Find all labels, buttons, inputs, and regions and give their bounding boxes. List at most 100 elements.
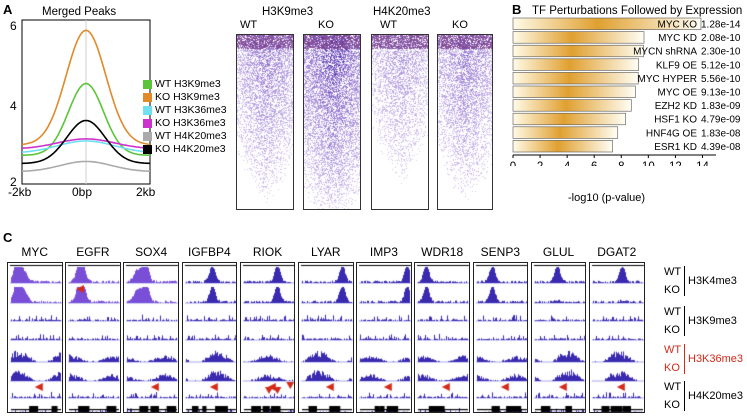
bar — [512, 31, 645, 44]
legend-swatch — [143, 79, 152, 89]
gene-name-sox4: SOX4 — [135, 245, 168, 259]
panel-b-label: B — [512, 2, 522, 17]
panel-c-label: C — [3, 230, 13, 245]
bar-category-label: MYCN shRNA — [633, 47, 697, 58]
gene-name-riok: RIOK — [252, 245, 283, 259]
track-panel-myc — [7, 262, 63, 413]
x-tick-label: 8 — [618, 161, 624, 166]
legend-entry: WT H4K20me3 — [143, 130, 227, 142]
heatmap-title-h3k9me3: H3K9me3 — [262, 6, 314, 18]
group-mark-label-h4k20me3: H4K20me3 — [688, 390, 744, 402]
x-tick-label: 10 — [642, 161, 655, 166]
group-bracket — [684, 306, 688, 336]
legend-entry: KO H3K9me3 — [143, 91, 220, 103]
gene-name-imp3: IMP3 — [369, 245, 398, 259]
profile-curve — [22, 82, 150, 156]
group-ko-label: KO — [664, 284, 680, 296]
legend-label: KO H4K20me3 — [155, 143, 226, 155]
heatmap-title-h4k20me3: H4K20me3 — [373, 6, 431, 18]
heatmap-h3k9me3-wt — [236, 34, 294, 210]
legend-label: WT H3K9me3 — [155, 78, 221, 90]
legend-entry: KO H4K20me3 — [143, 143, 226, 155]
profile-title: Merged Peaks — [42, 6, 117, 18]
legend-swatch — [143, 144, 152, 154]
profile-curve — [22, 160, 150, 172]
profile-curve — [21, 29, 151, 146]
heatmap-h4k20me3-ko — [437, 34, 493, 210]
x-tick-label: 14 — [696, 161, 709, 166]
bar — [512, 72, 639, 85]
x-tick-label: 6 — [591, 161, 597, 166]
x-tick-center: 0bp — [72, 185, 92, 199]
legend-swatch — [143, 131, 152, 141]
gene-name-glul: GLUL — [542, 245, 575, 259]
legend-swatch — [143, 105, 152, 115]
x-tick-label: 4 — [564, 161, 571, 166]
heatmap-wt-label: WT — [240, 19, 258, 31]
bar — [512, 140, 613, 153]
bar-pvalue-label: 1.83e-09 — [701, 101, 741, 112]
x-tick-right: 2kb — [136, 185, 156, 199]
gene-name-lyar: LYAR — [310, 245, 341, 259]
panel-a-label: A — [3, 2, 13, 17]
x-axis-label: -log10 (p-value) — [568, 192, 646, 204]
track-panel-wdr18 — [414, 262, 470, 413]
heatmap-h3k9me3-ko — [303, 34, 361, 210]
bar — [512, 126, 619, 139]
group-wt-label: WT — [664, 266, 682, 278]
profile-curve — [21, 140, 151, 153]
y-tick-2: 2 — [10, 175, 17, 189]
heatmap-wt-label: WT — [380, 19, 398, 31]
y-tick-6: 6 — [10, 19, 17, 33]
bar-pvalue-label: 5.56e-10 — [701, 74, 741, 85]
bar-chart-area: MYC KO 1.28e-14 MYC KD 2.08e-10 MYCN shRNA 2.… — [510, 16, 747, 166]
x-tick-label: 2 — [537, 161, 543, 166]
legend-swatch — [143, 92, 152, 102]
group-wt-label: WT — [664, 381, 682, 393]
gene-name-myc: MYC — [21, 245, 49, 259]
heatmap-ko-label: KO — [452, 19, 468, 31]
bar-pvalue-label: 4.39e-08 — [701, 142, 741, 153]
legend-entry: WT H3K36me3 — [143, 104, 227, 116]
legend-label: KO H3K9me3 — [155, 91, 220, 103]
bar-category-label: MYC OE — [658, 88, 698, 99]
bar — [512, 85, 636, 98]
track-panel-senp3 — [472, 262, 529, 413]
heatmap-h4k20me3-wt — [371, 34, 429, 210]
legend-swatch — [143, 118, 152, 128]
group-bracket — [684, 381, 688, 411]
gene-name-igfbp4: IGFBP4 — [188, 245, 231, 259]
bar-category-label: EZH2 KD — [655, 101, 697, 112]
group-bracket — [684, 266, 688, 296]
group-bracket — [684, 344, 688, 374]
bar-pvalue-label: 5.12e-10 — [701, 60, 741, 71]
gene-name-senp3: SENP3 — [480, 245, 521, 259]
bar-pvalue-label: 4.79e-09 — [701, 115, 741, 126]
bar-category-label: HSF1 KO — [654, 115, 697, 126]
bar — [512, 17, 702, 30]
profile-legend: WT H3K9me3 KO H3K9me3 WT H3K36me3 KO H3K… — [143, 78, 233, 168]
profile-curve — [21, 138, 151, 150]
x-tick-left: -2kb — [8, 185, 32, 199]
bar-category-label: MYC HYPER — [638, 74, 697, 85]
x-tick-label: 0 — [510, 161, 516, 166]
gene-name-wdr18: WDR18 — [421, 245, 464, 259]
profile-curve — [22, 119, 150, 165]
legend-label: KO H3K36me3 — [155, 117, 226, 129]
x-tick-label: 12 — [669, 161, 682, 166]
y-tick-4: 4 — [10, 99, 17, 113]
track-panel-egfr — [65, 262, 121, 413]
group-wt-label: WT — [664, 344, 682, 356]
bar-chart: MYC KO 1.28e-14 MYC KD 2.08e-10 MYCN shRNA 2.… — [510, 17, 741, 166]
track-panel-dgat2 — [589, 262, 645, 413]
track-panel-lyar — [298, 262, 354, 413]
track-panel-sox4 — [123, 262, 179, 413]
group-ko-label: KO — [664, 399, 680, 411]
bar — [512, 112, 626, 126]
bar-pvalue-label: 2.08e-10 — [701, 33, 741, 44]
group-mark-label-h3k9me3: H3K9me3 — [688, 315, 737, 327]
bar-pvalue-label: 1.28e-14 — [701, 20, 741, 31]
bar-category-label: ESR1 KD — [654, 142, 697, 153]
bar-category-label: KLF9 OE — [656, 60, 697, 71]
bar — [512, 99, 632, 112]
